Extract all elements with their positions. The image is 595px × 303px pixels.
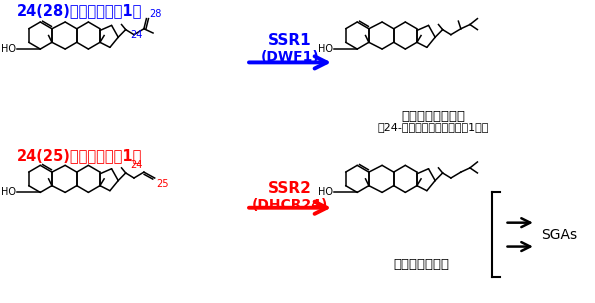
Text: HO: HO (1, 188, 16, 198)
Text: 25: 25 (156, 179, 169, 189)
Text: SGAs: SGAs (541, 228, 577, 241)
Text: HO: HO (318, 44, 333, 54)
Text: 24: 24 (130, 30, 143, 40)
Text: カンペステロール: カンペステロール (402, 110, 465, 123)
Text: 24(28)位還元反応の1例: 24(28)位還元反応の1例 (17, 3, 142, 18)
Text: 28: 28 (149, 8, 161, 18)
Text: コレステロール: コレステロール (394, 258, 450, 271)
Text: （24-アルキルステロールの1種）: （24-アルキルステロールの1種） (378, 122, 489, 132)
Text: (DWF1): (DWF1) (261, 51, 320, 65)
Text: SSR1: SSR1 (268, 33, 312, 48)
Text: HO: HO (318, 188, 333, 198)
Text: (DHCR24): (DHCR24) (252, 198, 328, 212)
Text: HO: HO (1, 44, 16, 54)
Text: SSR2: SSR2 (268, 181, 312, 196)
Text: 24(25)位還元反応の1例: 24(25)位還元反応の1例 (17, 148, 142, 163)
Text: 24: 24 (130, 160, 143, 170)
